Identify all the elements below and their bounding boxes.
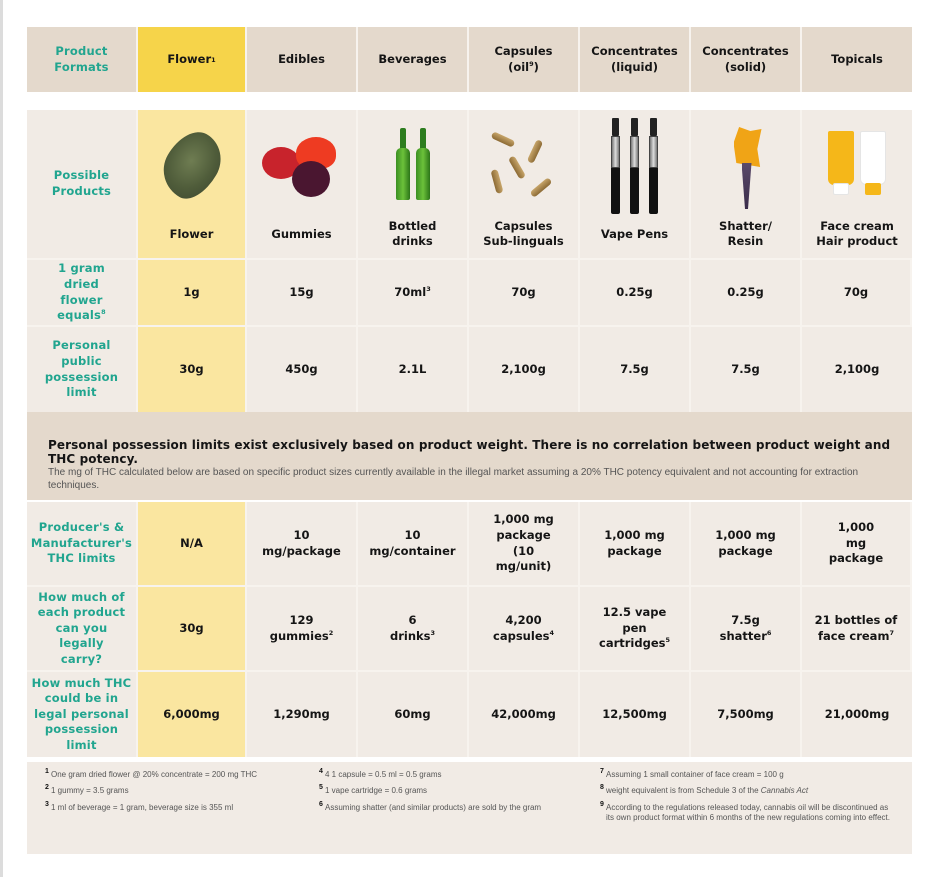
product-equivalence-table: Possible Products Flower Gummies Bottled…	[27, 110, 912, 412]
carry-concentrates-liquid: 12.5 vape pen cartridges5	[580, 587, 691, 672]
row-label-possible-products: Possible Products	[27, 110, 138, 260]
bottles-icon	[393, 123, 433, 205]
thc-concentrates-solid: 7,500mg	[691, 672, 802, 757]
product-cell-gummies: Gummies	[247, 110, 358, 260]
capsules-icon	[489, 128, 559, 200]
equals-topicals: 70g	[802, 260, 912, 327]
cream-tubes-icon	[825, 123, 889, 205]
col-header-capsules: Capsules (oil9)	[469, 27, 580, 92]
footnote-6: 6 Assuming shatter (and similar products)…	[319, 800, 542, 812]
thc-concentrates-liquid: 12,500mg	[580, 672, 691, 757]
row-label-possession-limit: Personal public possession limit	[27, 327, 138, 412]
page-edge	[0, 0, 3, 877]
limit-capsules: 2,100g	[469, 327, 580, 412]
equals-beverages: 70ml3	[358, 260, 469, 327]
equals-concentrates-liquid: 0.25g	[580, 260, 691, 327]
footnotes: 1 One gram dried flower @ 20% concentrate…	[27, 762, 912, 854]
carry-concentrates-solid: 7.5g shatter6	[691, 587, 802, 672]
equals-flower: 1g	[138, 260, 247, 327]
producer-edibles: 10 mg/package	[247, 502, 358, 587]
carry-topicals: 21 bottles of face cream7	[802, 587, 912, 672]
banner-body: The mg of THC calculated below are based…	[48, 467, 859, 491]
product-cell-bottled-drinks: Bottled drinks	[358, 110, 469, 260]
equals-concentrates-solid: 0.25g	[691, 260, 802, 327]
gummies-icon	[261, 133, 342, 197]
producer-concentrates-solid: 1,000 mg package	[691, 502, 802, 587]
producer-topicals: 1,000 mg package	[802, 502, 912, 587]
banner-headline: Personal possession limits exist exclusi…	[48, 438, 891, 466]
col-header-topicals: Topicals	[802, 27, 912, 92]
row-label-legally-carry: How much of each product can you legally…	[27, 587, 138, 672]
col-header-beverages: Beverages	[358, 27, 469, 92]
producer-concentrates-liquid: 1,000 mg package	[580, 502, 691, 587]
carry-beverages: 6 drinks3	[358, 587, 469, 672]
col-header-flower: Flower 1	[138, 27, 247, 92]
product-cell-face-cream: Face cream Hair product	[802, 110, 912, 260]
col-header-edibles: Edibles	[247, 27, 358, 92]
product-cell-shatter: Shatter/ Resin	[691, 110, 802, 260]
limit-edibles: 450g	[247, 327, 358, 412]
footnote-8: 8 weight equivalent is from Schedule 3 of…	[600, 784, 809, 796]
shatter-icon	[726, 121, 766, 211]
product-cell-capsules: Capsules Sub-linguals	[469, 110, 580, 260]
row-label-gram-equals: 1 gram dried flower equals8	[27, 260, 138, 327]
equals-capsules: 70g	[469, 260, 580, 327]
thc-capsules: 42,000mg	[469, 672, 580, 757]
footnote-9: 9 According to the regulations released t…	[600, 800, 890, 823]
equals-edibles: 15g	[247, 260, 358, 327]
thc-beverages: 60mg	[358, 672, 469, 757]
carry-edibles: 129 gummies2	[247, 587, 358, 672]
thc-limits-table: Producer's & Manufacturer's THC limits N…	[27, 502, 912, 757]
carry-flower: 30g	[138, 587, 247, 672]
thc-flower: 6,000mg	[138, 672, 247, 757]
product-formats-header: Product Formats Flower 1 Edibles Beverage…	[27, 27, 912, 92]
limit-flower: 30g	[138, 327, 247, 412]
thc-edibles: 1,290mg	[247, 672, 358, 757]
footnote-7: 7 Assuming 1 small container of face crea…	[600, 768, 784, 779]
row-label-product-formats: Product Formats	[27, 27, 138, 92]
producer-beverages: 10 mg/container	[358, 502, 469, 587]
producer-flower: N/A	[138, 502, 247, 587]
carry-capsules: 4,200 capsules4	[469, 587, 580, 672]
product-cell-flower: Flower	[138, 110, 247, 260]
cannabis-bud-icon	[151, 122, 232, 208]
thc-topicals: 21,000mg	[802, 672, 912, 757]
col-header-concentrates-liquid: Concentrates (liquid)	[580, 27, 691, 92]
limit-topicals: 2,100g	[802, 327, 912, 412]
col-header-concentrates-solid: Concentrates (solid)	[691, 27, 802, 92]
footnote-1: 1 One gram dried flower @ 20% concentrate…	[45, 768, 258, 779]
limit-beverages: 2.1L	[358, 327, 469, 412]
row-label-thc-possession: How much THC could be in legal personal …	[27, 672, 138, 757]
row-label-producer-limits: Producer's & Manufacturer's THC limits	[27, 502, 138, 587]
disclaimer-banner: Personal possession limits exist exclusi…	[27, 412, 912, 500]
limit-concentrates-liquid: 7.5g	[580, 327, 691, 412]
vape-pens-icon	[606, 118, 663, 214]
product-cell-vape-pens: Vape Pens	[580, 110, 691, 260]
producer-capsules: 1,000 mg package (10 mg/unit)	[469, 502, 580, 587]
limit-concentrates-solid: 7.5g	[691, 327, 802, 412]
